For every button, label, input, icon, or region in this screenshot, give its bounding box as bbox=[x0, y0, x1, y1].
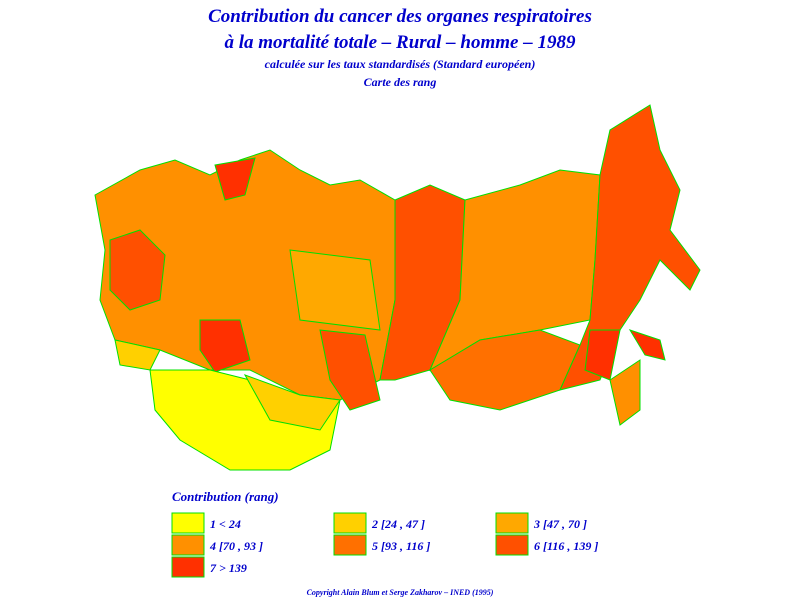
legend-swatch bbox=[495, 512, 529, 534]
map bbox=[94, 104, 701, 471]
legend-label: 3 [47 , 70 ] bbox=[533, 517, 587, 531]
copyright: Copyright Alain Blum et Serge Zakharov –… bbox=[307, 588, 494, 597]
legend-title: Contribution (rang) bbox=[172, 489, 279, 504]
title-line: Contribution du cancer des organes respi… bbox=[208, 6, 592, 27]
legend-label: 2 [24 , 47 ] bbox=[371, 517, 425, 531]
legend-label: 1 < 24 bbox=[210, 517, 241, 531]
subtitle: calculée sur les taux standardisés (Stan… bbox=[265, 57, 536, 71]
legend-swatch bbox=[171, 512, 205, 534]
legend: 1 < 24 2 [24 , 47 ] 3 [47 , 70 ] 4 [70 , 93… bbox=[171, 512, 598, 578]
title-line: à la mortalité totale – Rural – homme – … bbox=[225, 32, 576, 53]
legend-label: 4 [70 , 93 ] bbox=[209, 539, 263, 553]
legend-swatch bbox=[171, 556, 205, 578]
legend-label: 5 [93 , 116 ] bbox=[372, 539, 430, 553]
legend-swatch bbox=[333, 512, 367, 534]
legend-swatch bbox=[171, 534, 205, 556]
legend-swatch bbox=[495, 534, 529, 556]
map-caption: Carte des rang bbox=[364, 75, 437, 89]
legend-swatch bbox=[333, 534, 367, 556]
legend-label: 7 > 139 bbox=[210, 561, 247, 575]
legend-label: 6 [116 , 139 ] bbox=[534, 539, 598, 553]
